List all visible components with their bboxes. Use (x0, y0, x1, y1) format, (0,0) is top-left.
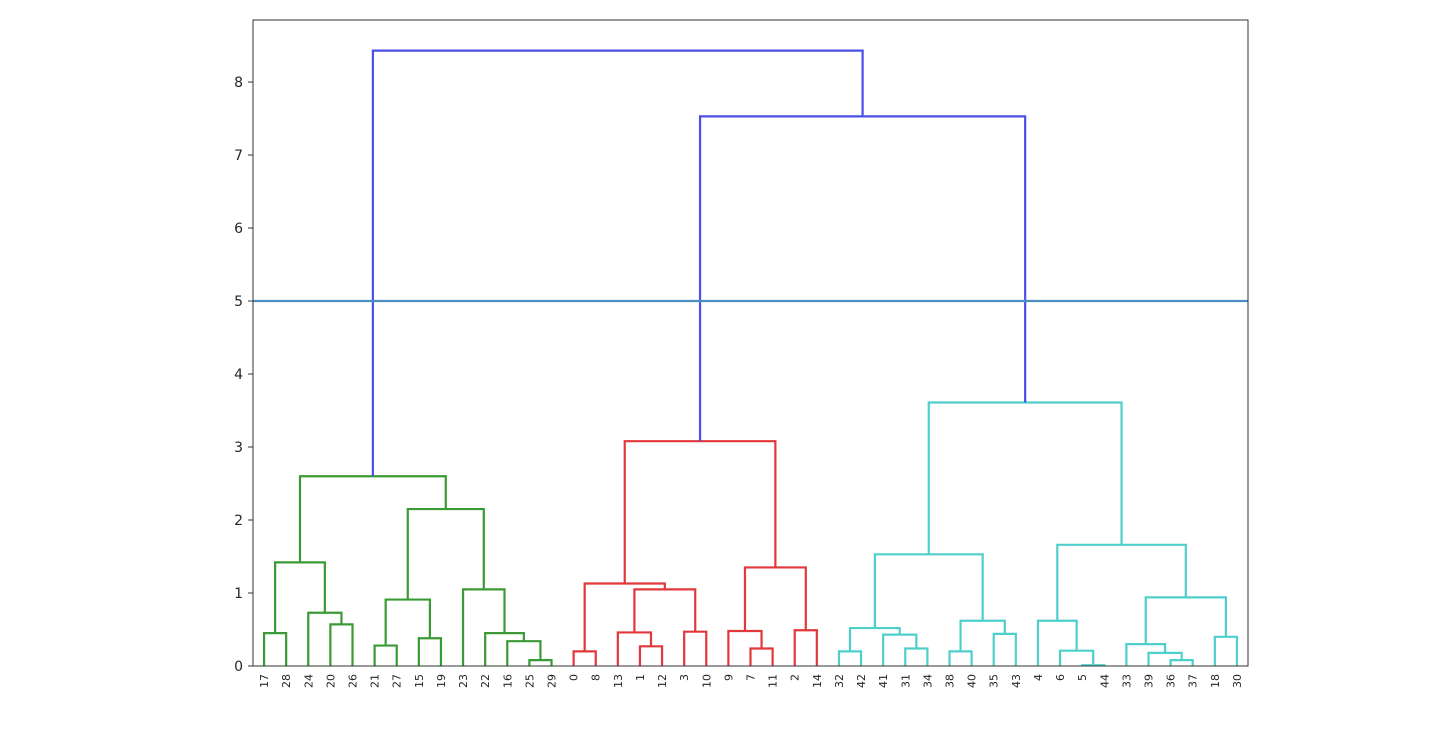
x-leaf-label: 42 (855, 674, 868, 688)
x-leaf-label: 3 (678, 674, 691, 681)
dendrogram-link-26 (882, 633, 918, 666)
dendrogram-link-33 (1058, 649, 1095, 666)
dendrogram-link-19 (749, 647, 774, 666)
x-leaf-label: 33 (1120, 674, 1133, 688)
dendrogram-link-8 (506, 640, 542, 666)
dendrogram-link-21 (793, 629, 818, 666)
x-leaf-label: 28 (280, 674, 293, 688)
y-tick-label: 6 (234, 221, 243, 237)
x-leaf-label: 39 (1143, 674, 1156, 688)
dendrogram-link-35 (1169, 659, 1194, 666)
x-leaf-label: 6 (1054, 674, 1067, 681)
dendrogram-link-7 (528, 659, 553, 666)
dendrogram-link-4 (373, 644, 398, 666)
x-leaf-label: 38 (944, 674, 957, 688)
dendrogram-link-28 (948, 650, 973, 666)
x-leaf-label: 8 (590, 674, 603, 681)
x-leaf-label: 43 (1010, 674, 1023, 688)
x-leaf-label: 25 (523, 674, 536, 688)
dendrogram-link-20 (727, 629, 763, 666)
x-leaf-label: 13 (612, 674, 625, 688)
x-leaf-label: 40 (966, 674, 979, 688)
dendrogram-link-22 (743, 566, 807, 631)
dendrogram-link-9 (484, 632, 525, 666)
dendrogram-link-10 (461, 588, 506, 666)
y-tick-label: 2 (234, 513, 243, 529)
y-tick-label: 8 (234, 75, 243, 91)
x-leaf-label: 24 (302, 674, 315, 688)
x-leaf-label: 22 (479, 674, 492, 688)
x-leaf-label: 34 (921, 674, 934, 688)
x-leaf-label: 37 (1187, 674, 1200, 688)
x-leaf-label: 17 (258, 674, 271, 688)
x-leaf-label: 18 (1209, 674, 1222, 688)
y-tick-label: 3 (234, 440, 243, 456)
x-leaf-label: 30 (1231, 674, 1244, 688)
x-leaf-label: 26 (347, 674, 360, 688)
x-leaf-label: 19 (435, 674, 448, 688)
x-leaf-label: 2 (789, 674, 802, 681)
x-leaf-label: 4 (1032, 674, 1045, 681)
x-leaf-label: 31 (899, 674, 912, 688)
dendrogram-link-14 (638, 645, 664, 666)
dendrogram-link-24 (837, 650, 863, 666)
x-leaf-label: 44 (1098, 674, 1111, 688)
x-leaf-label: 11 (767, 674, 780, 688)
dendrogram-link-34 (1036, 619, 1078, 666)
x-leaf-label: 10 (700, 674, 713, 688)
dendrogram-link-3 (274, 561, 326, 634)
x-axis: 17 28 24 20 26 21 27 15 19 23 22 16 25 29 0 8 13 1 12 3 10 9 7… (258, 674, 1244, 688)
dendrogram-link-12 (298, 475, 447, 563)
x-leaf-label: 9 (722, 674, 735, 681)
x-leaf-label: 12 (656, 674, 669, 688)
y-tick-label: 5 (234, 294, 243, 310)
dendrogram-link-25 (904, 647, 929, 666)
dendrogram-link-38 (1213, 635, 1239, 666)
y-tick-label: 7 (234, 148, 243, 164)
dendrogram-link-16 (683, 630, 708, 666)
x-leaf-label: 21 (369, 674, 382, 688)
x-leaf-label: 32 (833, 674, 846, 688)
plot-frame (252, 19, 1249, 667)
dendrogram-link-41 (927, 401, 1123, 555)
x-leaf-label: 41 (877, 674, 890, 688)
dendrogram-link-42 (698, 115, 1027, 442)
x-leaf-label: 1 (634, 674, 647, 681)
dendrogram-link-2 (307, 611, 343, 666)
x-leaf-label: 20 (324, 674, 337, 688)
dendrogram-link-40 (1056, 543, 1187, 621)
dendrogram-link-27 (848, 626, 901, 652)
dendrogram-link-17 (633, 588, 697, 633)
y-tick-label: 0 (234, 659, 243, 675)
x-leaf-label: 14 (811, 674, 824, 688)
dendrogram-link-11 (406, 507, 485, 600)
dendrogram-link-15 (616, 631, 653, 666)
dendrogram-link-23 (623, 440, 777, 584)
x-leaf-label: 29 (546, 674, 559, 688)
x-leaf-label: 15 (413, 674, 426, 688)
dendrogram-link-29 (992, 632, 1017, 666)
y-tick-label: 1 (234, 586, 243, 602)
dendrogram-link-13 (572, 650, 597, 666)
y-tick-label: 4 (234, 367, 243, 383)
x-leaf-label: 36 (1165, 674, 1178, 688)
x-leaf-label: 0 (568, 674, 581, 681)
dendrogram-link-5 (417, 637, 443, 666)
dendrogram-link-31 (873, 553, 984, 629)
y-axis: 0 1 2 3 4 5 6 7 8 (234, 75, 253, 675)
x-leaf-label: 16 (501, 674, 514, 688)
dendrogram-links (262, 49, 1239, 667)
x-leaf-label: 5 (1076, 674, 1089, 681)
x-leaf-label: 27 (391, 674, 404, 688)
x-leaf-label: 7 (745, 674, 758, 681)
dendrogram-link-43 (371, 49, 864, 477)
x-leaf-label: 23 (457, 674, 470, 688)
dendrogram-link-30 (959, 619, 1006, 652)
dendrogram-link-18 (583, 582, 666, 652)
dendrogram-link-37 (1125, 643, 1167, 666)
x-leaf-label: 35 (988, 674, 1001, 688)
dendrogram-link-1 (329, 623, 354, 666)
dendrogram-link-0 (262, 632, 288, 666)
